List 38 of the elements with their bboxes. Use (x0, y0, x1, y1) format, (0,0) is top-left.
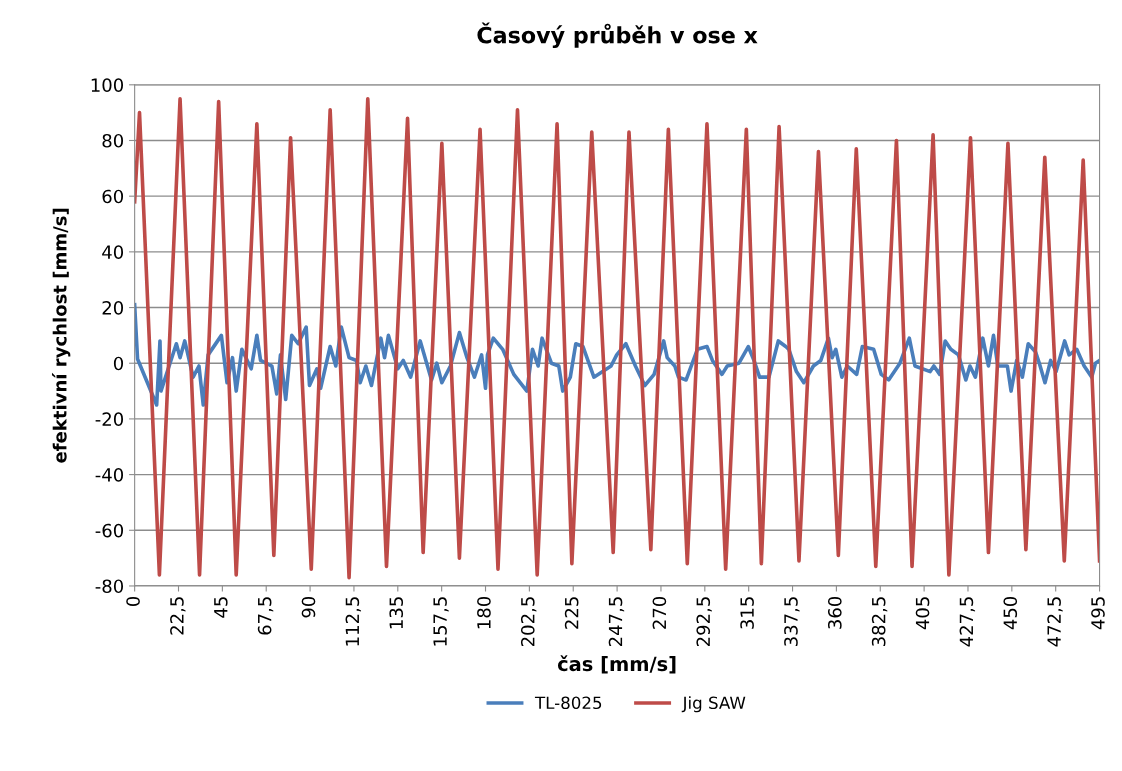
x-tick-label: 315 (740, 597, 754, 629)
y-tick-label: 80 (102, 133, 124, 148)
x-tick-label: 292,5 (696, 597, 712, 647)
chart-title: Časový průběh v ose x (477, 22, 758, 48)
x-tick-label: 90 (301, 596, 316, 618)
y-tick-label: -60 (95, 523, 124, 538)
x-tick-label: 405 (915, 597, 930, 630)
x-tick-label: 45 (214, 597, 228, 618)
y-axis-title: efektivní rychlost [mm/s] (51, 208, 71, 463)
y-tick-label: 60 (102, 189, 124, 204)
y-tick-label: 0 (113, 356, 124, 371)
legend-label: Jig SAW (681, 696, 746, 713)
x-tick-label: 112,5 (345, 597, 362, 646)
y-tick-label: 20 (102, 301, 124, 315)
y-tick-label: -40 (95, 468, 124, 482)
y-tick-label: -80 (95, 579, 124, 594)
y-tick-label: -20 (95, 412, 124, 427)
x-tick-label: 427,5 (959, 597, 976, 647)
x-tick-label: 202,5 (520, 597, 537, 647)
x-tick-label: 247,5 (608, 597, 625, 647)
x-tick-label: 337,5 (784, 597, 800, 646)
x-tick-label: 180 (477, 596, 491, 629)
x-tick-label: 22,5 (170, 597, 186, 635)
legend-label: TL-8025 (534, 696, 602, 710)
x-tick-label: 0 (126, 596, 140, 606)
y-tick-label: 100 (91, 78, 124, 92)
x-axis-title: čas [mm/s] (557, 655, 676, 674)
x-tick-label: 382,5 (871, 597, 888, 646)
x-tick-label: 472,5 (1047, 597, 1063, 647)
x-tick-label: 450 (1003, 596, 1018, 630)
y-tick-label: 40 (102, 245, 124, 259)
x-tick-label: 225 (564, 597, 579, 629)
x-tick-label: 360 (827, 596, 842, 629)
x-tick-label: 495 (1091, 597, 1105, 630)
x-tick-label: 67,5 (257, 597, 274, 635)
x-tick-label: 270 (652, 596, 667, 629)
x-tick-label: 157,5 (433, 597, 449, 646)
x-tick-label: 135 (389, 597, 404, 629)
